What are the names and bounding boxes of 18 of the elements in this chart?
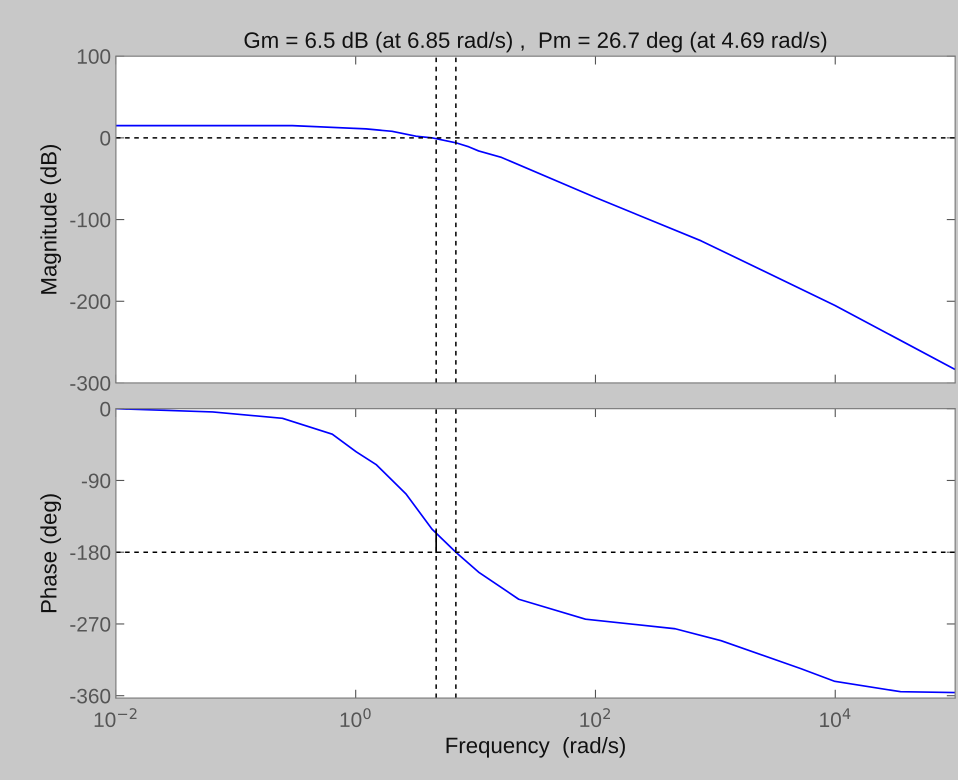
y-tick-label: -360 bbox=[70, 688, 110, 704]
y-axis-title: Magnitude (dB) bbox=[40, 144, 62, 294]
y-tick-label: -200 bbox=[70, 294, 110, 310]
y-tick-label: -300 bbox=[70, 376, 110, 391]
x-tick-label: 10$^{2}$ bbox=[580, 708, 610, 728]
y-tick-label: -90 bbox=[82, 473, 110, 488]
y-tick-label: -100 bbox=[70, 212, 110, 228]
chart-title: Gm = 6.5 dB (at 6.85 rad/s) , Pm = 26.7 deg (at 4.69 rad/s) bbox=[244, 32, 826, 52]
x-axis-title: Frequency (rad/s) bbox=[446, 736, 625, 758]
x-tick-label: 10$^{−2}$ bbox=[94, 708, 137, 728]
x-tick-label: 10$^{0}$ bbox=[340, 708, 371, 728]
y-tick-label: 0 bbox=[100, 402, 110, 416]
x-tick-label: 10$^{4}$ bbox=[820, 708, 850, 728]
y-tick-label: -180 bbox=[70, 545, 110, 560]
y-tick-label: -270 bbox=[70, 616, 110, 632]
y-tick-label: 100 bbox=[78, 49, 110, 64]
y-axis-title: Phase (deg) bbox=[40, 494, 62, 612]
y-tick-label: 0 bbox=[100, 130, 110, 146]
